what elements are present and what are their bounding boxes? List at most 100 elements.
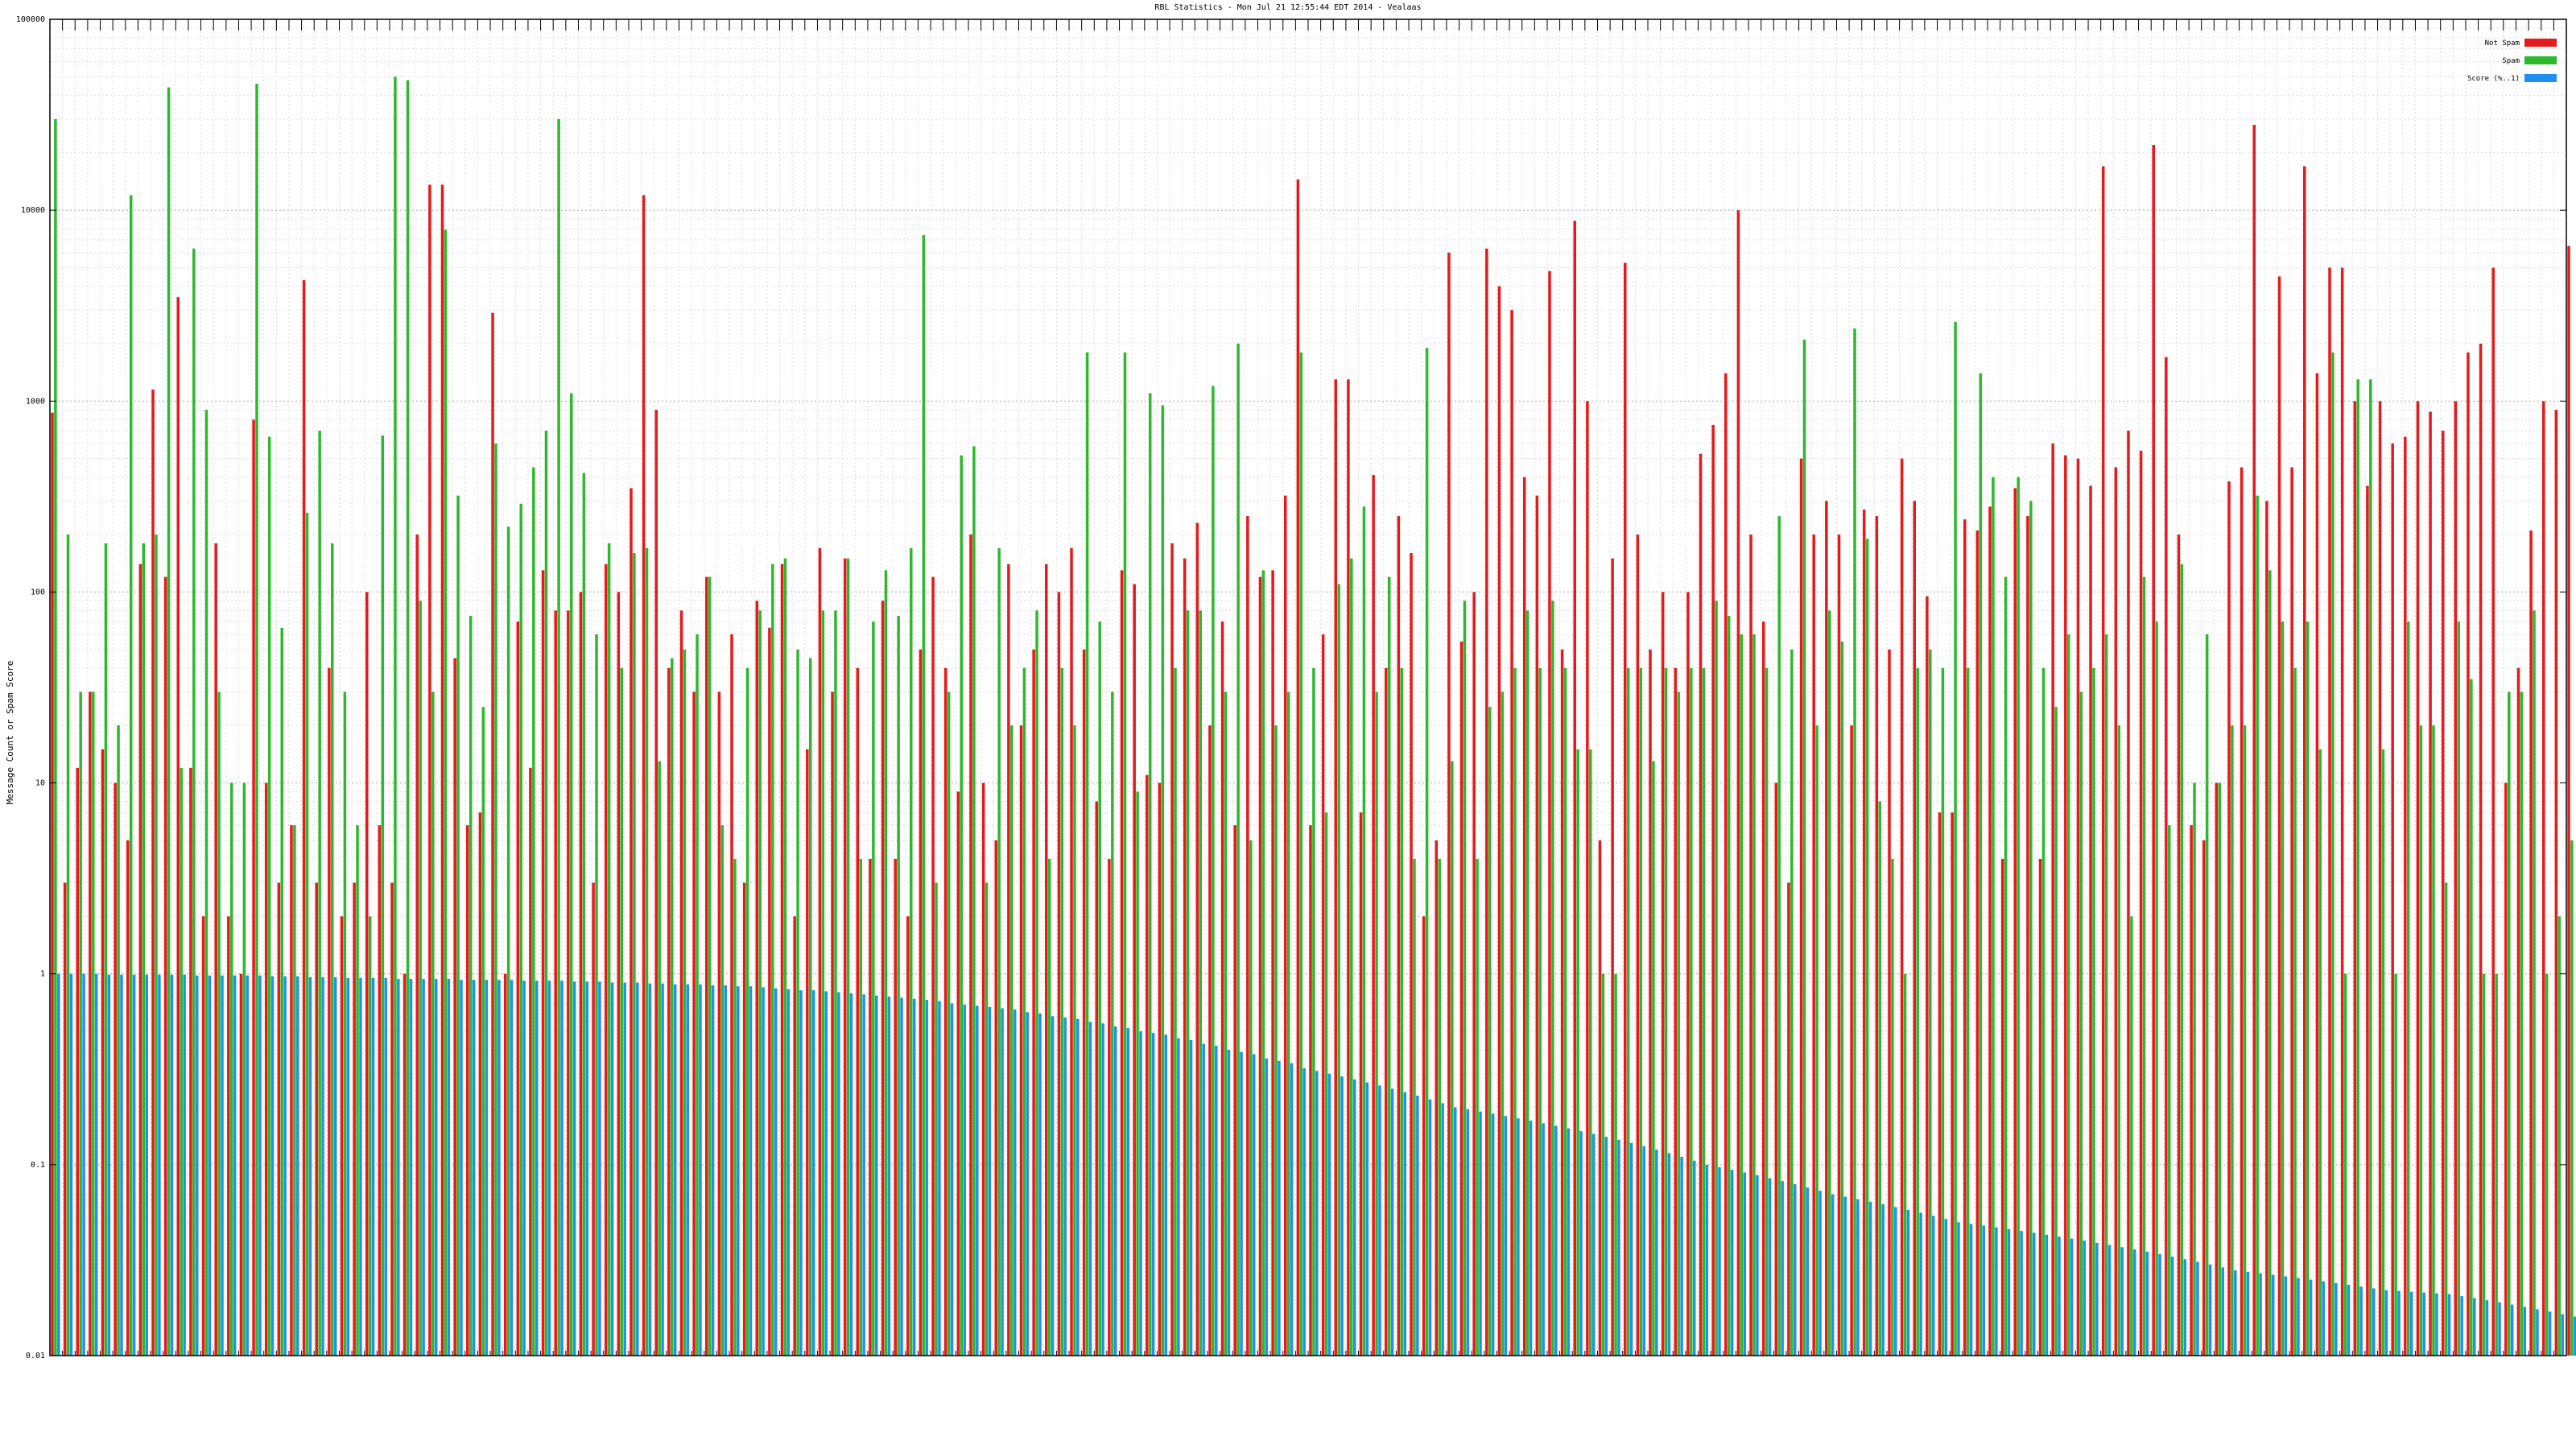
bar-spam [569, 393, 573, 1356]
bar-score-1- [183, 974, 186, 1356]
bar-not-spam [1422, 916, 1426, 1356]
bar-spam [2470, 679, 2473, 1356]
bar-not-spam [189, 767, 192, 1356]
bar-not-spam [642, 195, 646, 1356]
bar-score-1- [94, 973, 98, 1356]
bar-score-1- [686, 984, 690, 1356]
bar-score-1- [1327, 1073, 1331, 1356]
bar-not-spam [365, 592, 369, 1356]
bar-spam [1664, 667, 1668, 1356]
bar-not-spam [1385, 667, 1388, 1356]
bar-spam [469, 616, 473, 1356]
bar-spam [1929, 649, 1932, 1356]
bar-score-1- [799, 990, 803, 1356]
bar-spam [708, 576, 712, 1356]
bar-not-spam [1799, 458, 1803, 1356]
bar-score-1- [221, 975, 224, 1356]
bar-score-1- [1642, 1145, 1645, 1356]
bar-spam [696, 634, 699, 1356]
bar-spam [2079, 691, 2083, 1356]
bar-score-1- [900, 997, 903, 1356]
bar-spam [2281, 621, 2285, 1356]
bar-spam [1236, 343, 1240, 1356]
bar-score-1- [711, 985, 715, 1356]
bar-not-spam [2152, 144, 2155, 1356]
bar-spam [1463, 601, 1467, 1356]
bar-not-spam [151, 389, 155, 1356]
bar-not-spam [353, 882, 356, 1356]
bar-score-1- [1063, 1018, 1067, 1356]
bar-spam [1123, 352, 1127, 1356]
bar-not-spam [692, 691, 696, 1356]
bar-not-spam [1447, 252, 1451, 1356]
bar-spam [79, 691, 82, 1356]
bar-not-spam [1497, 286, 1501, 1356]
bar-spam [1299, 352, 1303, 1356]
bar-spam [633, 553, 636, 1356]
bar-not-spam [63, 882, 67, 1356]
bar-not-spam [315, 882, 318, 1356]
bar-spam [92, 691, 95, 1356]
bar-score-1- [2510, 1304, 2514, 1356]
bar-spam [607, 543, 611, 1356]
bar-not-spam [2491, 267, 2495, 1356]
bar-spam [720, 825, 724, 1356]
bar-not-spam [1283, 495, 1287, 1356]
bar-score-1- [485, 980, 488, 1356]
bar-not-spam [2416, 401, 2420, 1356]
bar-score-1- [887, 996, 891, 1356]
bar-spam [2054, 707, 2058, 1356]
bar-not-spam [2303, 166, 2306, 1356]
bar-score-1- [2007, 1228, 2011, 1356]
bar-score-1- [2309, 1279, 2313, 1356]
bar-score-1- [1818, 1191, 1822, 1356]
bar-not-spam [2391, 443, 2394, 1356]
bar-not-spam [1774, 782, 1778, 1356]
bar-score-1- [1126, 1028, 1130, 1356]
bar-not-spam [415, 535, 419, 1356]
bar-score-1- [1352, 1079, 1356, 1356]
bar-not-spam [2454, 401, 2458, 1356]
bar-score-1- [824, 991, 828, 1356]
bar-score-1- [1504, 1116, 1508, 1356]
y-tick-label: 10 [35, 779, 45, 788]
bar-score-1- [2447, 1294, 2451, 1356]
bar-not-spam [617, 592, 621, 1356]
bar-score-1- [1013, 1009, 1017, 1356]
bar-spam [2117, 725, 2120, 1356]
bar-not-spam [2554, 410, 2558, 1356]
legend-swatch [2524, 56, 2557, 64]
bar-spam [1690, 667, 1693, 1356]
bar-not-spam [176, 297, 180, 1356]
bar-score-1- [1831, 1194, 1835, 1356]
bar-not-spam [1963, 519, 1967, 1356]
bar-score-1- [661, 983, 664, 1356]
bar-spam [1614, 973, 1617, 1356]
bar-score-1- [447, 979, 451, 1356]
bar-score-1- [2574, 1316, 2576, 1356]
bar-score-1- [1403, 1092, 1406, 1356]
axes: 0.01 0.1 1 10 100 1000 10000 100000 [16, 15, 2567, 1360]
bar-score-1- [2523, 1306, 2527, 1356]
bar-score-1- [1227, 1050, 1231, 1356]
bar-not-spam [956, 791, 960, 1356]
bar-score-1- [1517, 1118, 1520, 1356]
bar-spam [2482, 973, 2486, 1356]
bar-spam [846, 558, 850, 1356]
bar-spam [1589, 749, 1592, 1356]
bar-score-1- [1491, 1113, 1495, 1356]
bar-score-1- [308, 976, 312, 1356]
bar-score-1- [988, 1006, 992, 1356]
bar-spam [2381, 749, 2385, 1356]
bar-score-1- [811, 990, 815, 1356]
bar-spam [217, 691, 221, 1356]
bar-score-1- [585, 981, 589, 1356]
bar-spam [406, 80, 410, 1356]
bar-spam [381, 435, 385, 1356]
bar-not-spam [2215, 782, 2219, 1356]
bar-not-spam [1522, 477, 1526, 1356]
bar-score-1- [333, 976, 337, 1356]
bar-score-1- [422, 979, 425, 1356]
bar-score-1- [1730, 1170, 1734, 1356]
bar-not-spam [1271, 570, 1274, 1356]
